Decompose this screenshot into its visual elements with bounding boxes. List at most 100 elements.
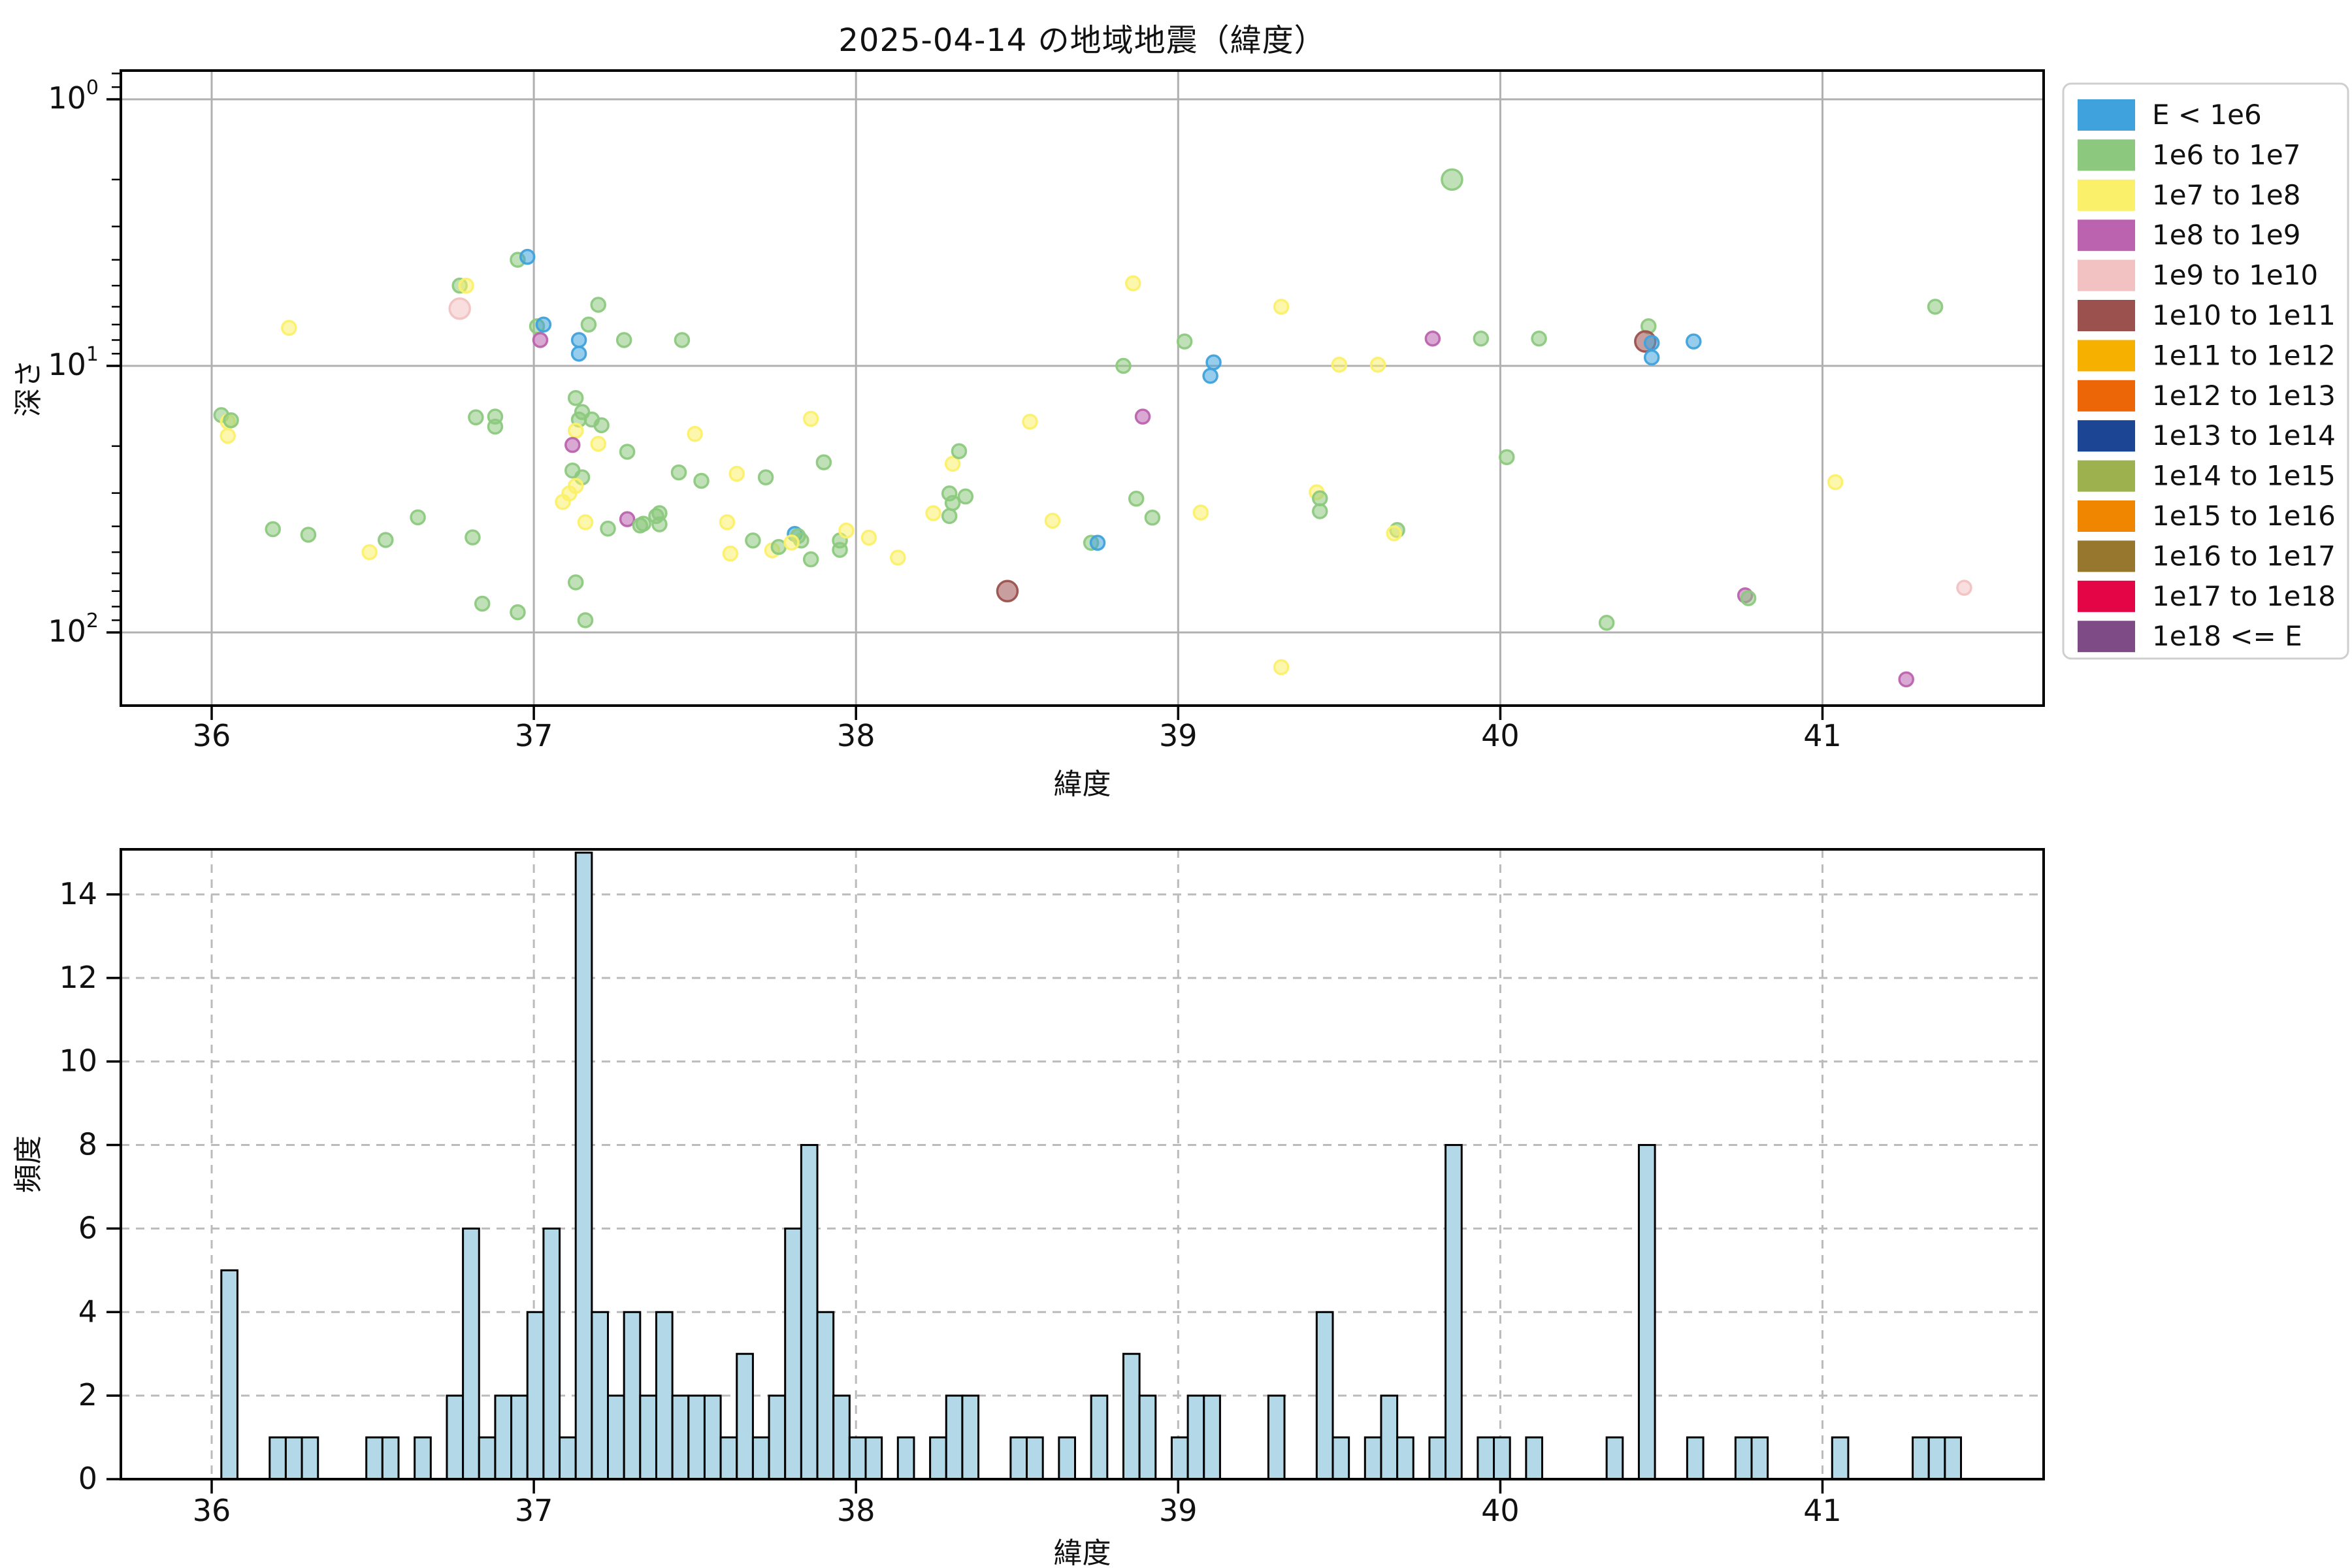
scatter-point bbox=[300, 527, 317, 543]
histogram-bar bbox=[1267, 1394, 1286, 1480]
scatter-point bbox=[1128, 491, 1145, 507]
scatter-point bbox=[567, 389, 584, 406]
histogram-bar bbox=[800, 1144, 819, 1480]
histogram-bar bbox=[1525, 1436, 1544, 1480]
scatter-point bbox=[890, 549, 906, 566]
scatter-point bbox=[770, 538, 787, 555]
histogram-bar bbox=[559, 1436, 577, 1480]
histogram-bar bbox=[703, 1394, 722, 1480]
scatter-point bbox=[532, 332, 549, 348]
histogram-bar bbox=[1927, 1436, 1946, 1480]
hist-frame bbox=[120, 848, 2045, 1480]
scatter-y-tick-label: 102 bbox=[48, 610, 99, 649]
legend-label: 1e11 to 1e12 bbox=[2152, 339, 2336, 371]
histogram-bar bbox=[671, 1394, 690, 1480]
scatter-point bbox=[1089, 534, 1106, 551]
hist-x-tick-label: 40 bbox=[1481, 1493, 1520, 1528]
histogram-bar bbox=[1315, 1311, 1334, 1480]
scatter-point bbox=[719, 514, 736, 531]
histogram-bar bbox=[1493, 1436, 1511, 1480]
histogram-bar bbox=[301, 1436, 319, 1480]
histogram-bar bbox=[1090, 1394, 1109, 1480]
scatter-point bbox=[487, 418, 504, 435]
hist-x-tick-label: 37 bbox=[515, 1493, 553, 1528]
scatter-point bbox=[593, 417, 610, 434]
scatter-point bbox=[619, 444, 636, 460]
scatter-point bbox=[860, 529, 877, 546]
hist-y-tick-label: 14 bbox=[59, 876, 97, 911]
scatter-point bbox=[832, 542, 848, 558]
scatter-point bbox=[600, 520, 616, 537]
scatter-point bbox=[815, 454, 832, 470]
hist-y-tick-label: 0 bbox=[78, 1461, 97, 1496]
scatter-point bbox=[687, 425, 703, 442]
scatter-point bbox=[458, 277, 474, 294]
scatter-point bbox=[570, 346, 587, 362]
scatter-point bbox=[615, 332, 632, 348]
histogram-bar bbox=[1138, 1394, 1157, 1480]
scatter-point bbox=[281, 319, 297, 336]
scatter-point bbox=[265, 521, 281, 538]
histogram-bar bbox=[736, 1352, 754, 1480]
scatter-point bbox=[1686, 333, 1702, 350]
scatter-point bbox=[722, 546, 739, 562]
histogram-bar bbox=[784, 1227, 802, 1480]
hist-y-tick-label: 8 bbox=[78, 1127, 97, 1162]
scatter-point bbox=[1115, 357, 1132, 374]
legend-label: 1e17 to 1e18 bbox=[2152, 580, 2336, 612]
histogram-bar bbox=[945, 1394, 964, 1480]
scatter-ylabel: 深さ bbox=[12, 359, 45, 417]
legend-swatch bbox=[2078, 179, 2135, 211]
hist-ylabel: 頻度 bbox=[12, 1135, 45, 1193]
scatter-point bbox=[1202, 368, 1218, 384]
legend-swatch bbox=[2078, 580, 2135, 612]
legend-label: 1e8 to 1e9 bbox=[2152, 219, 2300, 251]
legend-swatch bbox=[2078, 340, 2135, 372]
scatter-point bbox=[693, 472, 710, 489]
scatter-point bbox=[651, 505, 668, 521]
scatter-point bbox=[802, 410, 819, 427]
histogram-bar bbox=[526, 1311, 545, 1480]
hist-x-tick-label: 38 bbox=[837, 1493, 875, 1528]
histogram-bar bbox=[1477, 1436, 1495, 1480]
scatter-point bbox=[670, 464, 687, 481]
histogram-bar bbox=[1364, 1436, 1382, 1480]
legend-label: 1e12 to 1e13 bbox=[2152, 380, 2336, 412]
hist-y-tick-label: 10 bbox=[59, 1043, 97, 1079]
legend-swatch bbox=[2078, 500, 2135, 532]
scatter-x-tick-label: 36 bbox=[193, 718, 231, 753]
scatter-point bbox=[1386, 525, 1402, 542]
histogram-bar bbox=[414, 1436, 432, 1480]
hist-x-tick-label: 36 bbox=[193, 1493, 231, 1528]
histogram-bar bbox=[816, 1311, 835, 1480]
scatter-point bbox=[1598, 614, 1615, 631]
scatter-point bbox=[728, 465, 745, 482]
histogram-bar bbox=[639, 1394, 657, 1480]
scatter-xlabel: 緯度 bbox=[1054, 768, 1111, 801]
histogram-bar bbox=[574, 851, 593, 1480]
histogram-bar bbox=[591, 1311, 610, 1480]
scatter-point bbox=[1424, 330, 1441, 347]
scatter-point bbox=[941, 508, 958, 525]
scatter-point bbox=[1898, 671, 1914, 688]
scatter-point bbox=[448, 297, 471, 320]
scatter-point bbox=[957, 488, 974, 505]
histogram-bar bbox=[961, 1394, 980, 1480]
legend-label: 1e13 to 1e14 bbox=[2152, 419, 2336, 451]
scatter-point bbox=[1643, 349, 1660, 366]
histogram-bar bbox=[768, 1394, 787, 1480]
legend-swatch bbox=[2078, 380, 2135, 412]
hist-x-tick-label: 41 bbox=[1803, 1493, 1842, 1528]
histogram-bar bbox=[719, 1436, 738, 1480]
histogram-bar bbox=[1122, 1352, 1141, 1480]
scatter-point bbox=[223, 412, 239, 429]
histogram-bar bbox=[1058, 1436, 1077, 1480]
histogram-bar bbox=[655, 1311, 674, 1480]
legend-swatch bbox=[2078, 220, 2135, 252]
histogram-bar bbox=[1686, 1436, 1705, 1480]
histogram-bar bbox=[1605, 1436, 1624, 1480]
scatter-point bbox=[1740, 590, 1757, 606]
scatter-point bbox=[1273, 299, 1290, 315]
scatter-x-tick-label: 41 bbox=[1803, 718, 1842, 753]
